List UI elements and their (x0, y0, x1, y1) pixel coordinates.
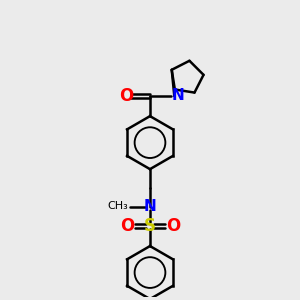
Text: N: N (144, 199, 156, 214)
Text: S: S (144, 217, 156, 235)
Text: O: O (119, 87, 134, 105)
Text: N: N (172, 88, 184, 104)
Text: O: O (166, 217, 180, 235)
Text: CH₃: CH₃ (107, 201, 128, 211)
Text: O: O (120, 217, 134, 235)
